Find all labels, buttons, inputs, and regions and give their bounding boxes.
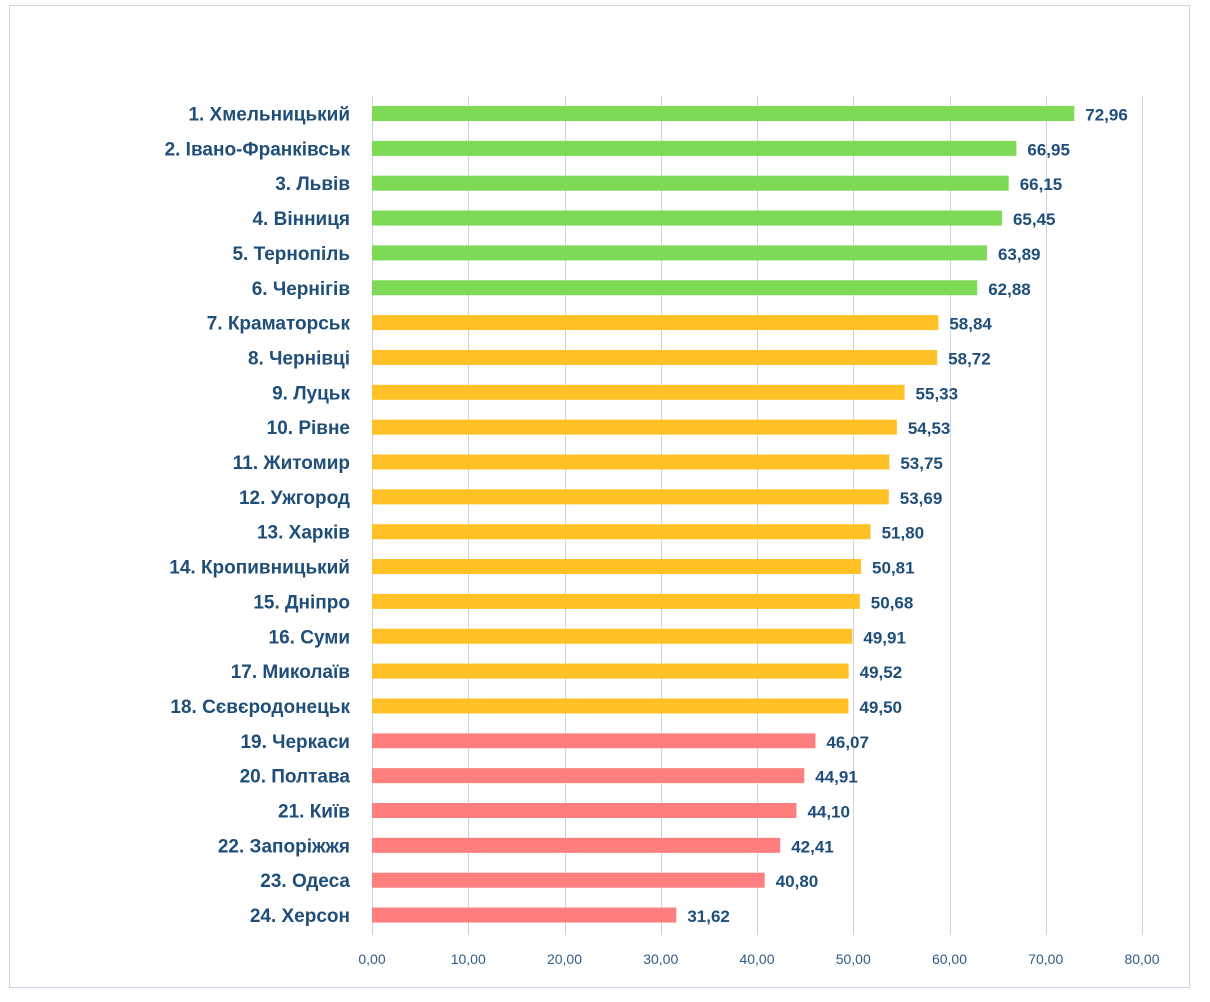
bar-2 <box>372 140 1017 156</box>
x-tick-label-4: 40,00 <box>739 951 774 967</box>
bar-4 <box>372 210 1002 226</box>
category-label-12: 12. Ужгород <box>239 488 350 509</box>
category-label-11: 11. Житомир <box>233 453 350 474</box>
bar-22 <box>372 837 781 853</box>
bar-11 <box>372 454 890 470</box>
value-label-23: 40,80 <box>776 872 819 891</box>
value-label-16: 49,91 <box>863 628 906 647</box>
category-label-19: 19. Черкаси <box>240 732 350 753</box>
category-label-18: 18. Сєвєродонецьк <box>170 697 350 718</box>
bar-7 <box>372 315 939 331</box>
bar-9 <box>372 384 905 400</box>
value-label-8: 58,72 <box>948 349 991 368</box>
value-labels: 72,96 66,95 66,15 65,45 63,89 62,88 58,84 58,72… <box>687 106 1127 927</box>
x-tick-label-0: 0,00 <box>358 951 385 967</box>
bar-3 <box>372 175 1009 191</box>
category-label-23: 23. Одеса <box>260 871 350 892</box>
value-label-9: 55,33 <box>916 384 959 403</box>
bar-6 <box>372 280 978 296</box>
bar-1 <box>372 106 1075 121</box>
category-label-24: 24. Херсон <box>250 906 350 927</box>
category-label-15: 15. Дніпро <box>253 592 350 613</box>
bar-18 <box>372 698 849 714</box>
value-label-12: 53,69 <box>900 489 943 508</box>
value-label-5: 63,89 <box>998 245 1041 264</box>
category-label-7: 7. Краматорськ <box>207 314 351 335</box>
bar-15 <box>372 593 860 609</box>
bar-layer <box>372 106 1075 923</box>
x-tick-label-1: 10,00 <box>451 951 486 967</box>
category-label-9: 9. Луцьк <box>272 383 350 404</box>
x-tick-label-2: 20,00 <box>547 951 582 967</box>
value-label-18: 49,50 <box>859 698 902 717</box>
x-axis-tick-labels: 0,00 10,00 20,00 30,00 40,00 50,00 60,00 70,00 8… <box>358 951 1159 967</box>
x-tick-label-6: 60,00 <box>932 951 967 967</box>
bar-23 <box>372 872 765 888</box>
category-label-8: 8. Чернівці <box>248 348 350 369</box>
value-label-4: 65,45 <box>1013 210 1056 229</box>
grid-layer <box>372 96 1143 935</box>
category-label-17: 17. Миколаїв <box>231 662 350 683</box>
bar-24 <box>372 907 677 923</box>
bar-10 <box>372 419 897 435</box>
value-label-3: 66,15 <box>1020 175 1063 194</box>
category-label-1: 1. Хмельницький <box>188 105 350 126</box>
value-label-2: 66,95 <box>1027 140 1070 159</box>
value-label-14: 50,81 <box>872 559 915 578</box>
bar-14 <box>372 559 862 575</box>
bar-8 <box>372 349 938 365</box>
bar-21 <box>372 803 797 818</box>
category-label-5: 5. Тернопіль <box>232 244 350 265</box>
value-label-7: 58,84 <box>949 315 992 334</box>
category-label-20: 20. Полтава <box>240 767 351 788</box>
category-label-6: 6. Чернігів <box>252 279 350 300</box>
bar-19 <box>372 733 816 749</box>
category-label-3: 3. Львів <box>275 174 350 195</box>
value-label-6: 62,88 <box>988 280 1031 299</box>
x-tick-label-8: 80,00 <box>1124 951 1159 967</box>
category-label-10: 10. Рівне <box>267 418 350 439</box>
value-label-10: 54,53 <box>908 419 951 438</box>
category-label-14: 14. Кропивницький <box>169 558 350 579</box>
value-label-11: 53,75 <box>900 454 943 473</box>
category-label-4: 4. Вінниця <box>252 209 350 230</box>
value-label-13: 51,80 <box>882 524 925 543</box>
bar-5 <box>372 245 987 261</box>
value-label-1: 72,96 <box>1085 106 1128 125</box>
category-label-21: 21. Київ <box>278 802 350 823</box>
category-labels: 1. Хмельницький 2. Івано-Франківськ 3. Льв… <box>165 105 351 928</box>
x-tick-label-7: 70,00 <box>1028 951 1063 967</box>
category-label-13: 13. Харків <box>257 523 350 544</box>
bar-12 <box>372 489 889 505</box>
x-tick-label-5: 50,00 <box>836 951 871 967</box>
bar-17 <box>372 663 849 679</box>
value-label-17: 49,52 <box>860 663 903 682</box>
bar-13 <box>372 524 871 540</box>
value-label-21: 44,10 <box>807 803 850 822</box>
value-label-24: 31,62 <box>687 907 730 926</box>
value-label-15: 50,68 <box>871 593 914 612</box>
value-label-22: 42,41 <box>791 837 834 856</box>
value-label-20: 44,91 <box>815 768 858 787</box>
bar-20 <box>372 768 805 784</box>
category-label-2: 2. Івано-Франківськ <box>165 139 351 160</box>
x-tick-label-3: 30,00 <box>643 951 678 967</box>
category-label-16: 16. Суми <box>269 627 350 648</box>
category-label-22: 22. Запоріжжя <box>218 836 350 857</box>
value-label-19: 46,07 <box>826 733 869 752</box>
bar-16 <box>372 628 853 644</box>
